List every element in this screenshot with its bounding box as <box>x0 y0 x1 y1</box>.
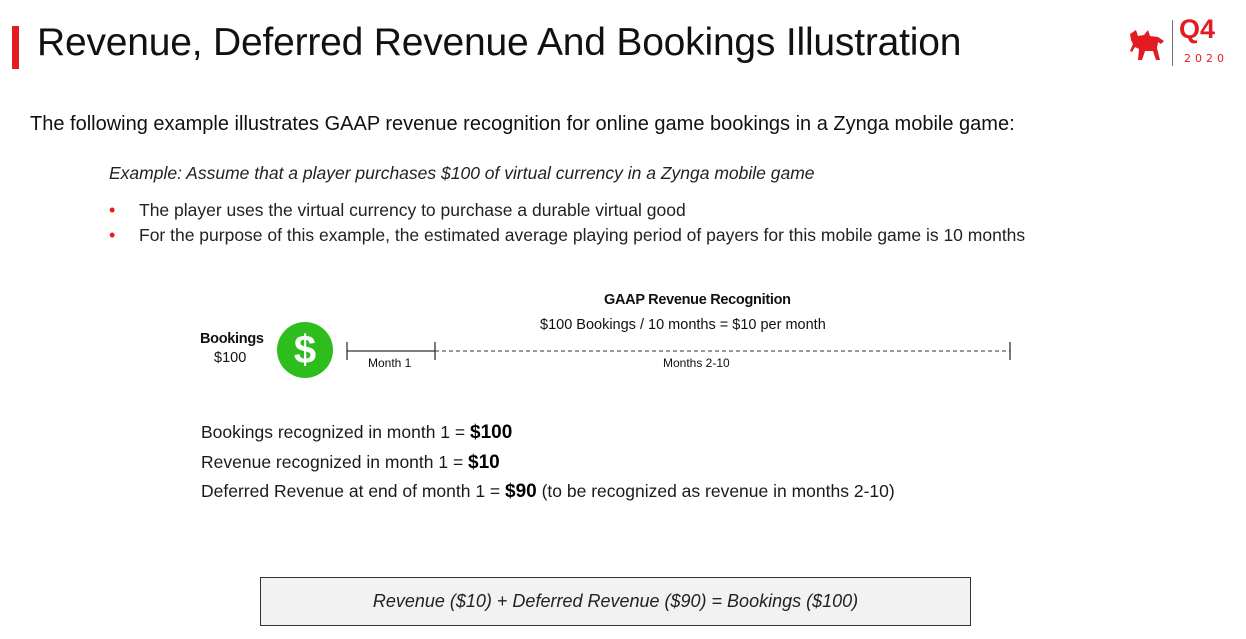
equation-box: Revenue ($10) + Deferred Revenue ($90) =… <box>260 577 971 626</box>
bullet-item: • The player uses the virtual currency t… <box>109 199 1025 224</box>
logo-year: 2020 <box>1184 52 1228 65</box>
dollar-sign: $ <box>293 328 317 372</box>
page-title: Revenue, Deferred Revenue And Bookings I… <box>37 21 962 64</box>
result-value: $10 <box>468 451 500 473</box>
bookings-label: Bookings <box>200 331 264 347</box>
result-suffix: (to be recognized as revenue in months 2… <box>536 481 895 501</box>
equation-text: Revenue ($10) + Deferred Revenue ($90) =… <box>372 591 859 611</box>
bullet-dot-icon: • <box>109 200 116 220</box>
zynga-dog-icon <box>1130 30 1164 60</box>
timeline <box>346 342 1011 360</box>
company-logo: Q4 2020 <box>1128 16 1233 72</box>
result-text: Deferred Revenue at end of month 1 = <box>201 481 506 501</box>
result-revenue: Revenue recognized in month 1 = $10 <box>201 450 895 480</box>
months-2-10-label: Months 2-10 <box>663 356 730 370</box>
gaap-formula: $100 Bookings / 10 months = $10 per mont… <box>540 317 826 333</box>
bullet-item: • For the purpose of this example, the e… <box>109 224 1025 249</box>
dollar-icon: $ <box>277 322 333 378</box>
title-accent-bar <box>12 26 19 69</box>
bullet-text: For the purpose of this example, the est… <box>139 225 1026 245</box>
results: Bookings recognized in month 1 = $100 Re… <box>201 420 895 509</box>
result-value: $90 <box>505 481 537 502</box>
example-text: Example: Assume that a player purchases … <box>109 163 815 183</box>
gaap-title: GAAP Revenue Recognition <box>604 292 791 308</box>
result-text: Revenue recognized in month 1 = <box>201 451 469 472</box>
month1-label: Month 1 <box>368 356 412 370</box>
bullet-text: The player uses the virtual currency to … <box>139 200 686 220</box>
result-value: $100 <box>470 422 513 443</box>
bullet-list: • The player uses the virtual currency t… <box>109 199 1025 249</box>
result-text: Bookings recognized in month 1 = <box>201 422 470 442</box>
result-deferred-revenue: Deferred Revenue at end of month 1 = $90… <box>201 479 895 509</box>
logo-quarter: Q4 <box>1179 14 1216 44</box>
logo-divider <box>1172 20 1173 66</box>
bookings-amount: $100 <box>214 350 247 366</box>
result-bookings: Bookings recognized in month 1 = $100 <box>201 420 895 450</box>
bullet-dot-icon: • <box>109 225 116 245</box>
intro-text: The following example illustrates GAAP r… <box>30 113 1015 135</box>
